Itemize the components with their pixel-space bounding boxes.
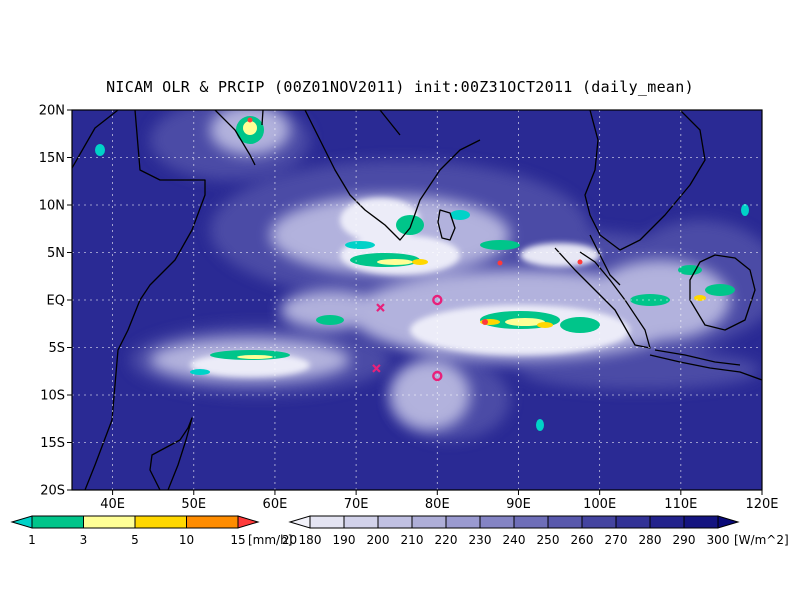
legend-label: 230 [469, 533, 492, 547]
india-coast [304, 110, 481, 241]
lat-tick-label: EQ [47, 294, 65, 309]
legend-label: 280 [639, 533, 662, 547]
lon-tick-label: 70E [344, 497, 369, 512]
legend-swatch [343, 515, 379, 529]
coastlines [72, 110, 762, 490]
legend-label: 190 [333, 533, 356, 547]
legend-swatch [649, 515, 685, 529]
legend-swatch [547, 515, 583, 529]
o-marker [432, 294, 443, 306]
sumatra-coast [554, 247, 651, 349]
legend-swatch [411, 515, 447, 529]
lat-tick-label: 10N [39, 199, 65, 214]
legend-right-arrow [717, 515, 740, 529]
legend-label: 1 [28, 533, 36, 547]
legend-label: 260 [571, 533, 594, 547]
indochina-coast [584, 110, 706, 251]
x-marker [376, 303, 385, 312]
legend-label: 290 [673, 533, 696, 547]
legend-left-arrow [10, 515, 33, 529]
gridlines [72, 110, 762, 490]
lat-axis: 20N 15N 10N 5N EQ 5S 10S 15S 20S [39, 104, 72, 499]
legend-label: 210 [401, 533, 424, 547]
java-coast [649, 349, 762, 381]
map-title: NICAM OLR & PRCIP (00Z01NOV2011) init:00… [106, 78, 694, 96]
legend-unit: [W/m^2] [734, 533, 789, 547]
precip-legend: 1 3 5 10 15 20[mm/h] [10, 515, 297, 547]
lon-tick-label: 80E [425, 497, 450, 512]
precip-field [95, 116, 749, 431]
legend-label: 180 [299, 533, 322, 547]
lon-tick-label: 40E [100, 497, 125, 512]
lon-tick-label: 120E [745, 497, 778, 512]
lat-tick-label: 15N [39, 151, 65, 166]
legend-right-arrow [237, 515, 260, 529]
lon-tick-label: 60E [263, 497, 288, 512]
legend-swatch [683, 515, 719, 529]
precip-light [95, 144, 749, 431]
legend-swatch [83, 515, 136, 529]
lon-tick-label: 100E [583, 497, 616, 512]
legend-swatch [31, 515, 84, 529]
lat-tick-label: 20N [39, 104, 65, 119]
legend-label: 20 [282, 533, 297, 547]
legend-unit: [mm/h] [248, 533, 292, 547]
olr-field [72, 110, 762, 490]
legend-swatch [479, 515, 515, 529]
lon-tick-label: 50E [181, 497, 206, 512]
malay-peninsula-coast [589, 234, 621, 286]
legend-label: 3 [80, 533, 88, 547]
legend-swatch [581, 515, 617, 529]
legend-swatch [513, 515, 549, 529]
olr-legend: 180 190 200 210 220 230 240 250 260 270 280 290 300 [… [288, 515, 789, 547]
legend-label: 250 [537, 533, 560, 547]
legend-label: 270 [605, 533, 628, 547]
legend-label: 200 [367, 533, 390, 547]
legend-label: 5 [131, 533, 139, 547]
lat-tick-label: 20S [40, 484, 65, 499]
borneo-coast [689, 254, 756, 331]
markers [372, 294, 443, 382]
lon-tick-label: 90E [506, 497, 531, 512]
legend-label: 300 [707, 533, 730, 547]
legend-swatch [309, 515, 345, 529]
legend-swatch [445, 515, 481, 529]
legend-swatch [186, 515, 239, 529]
lat-tick-label: 5N [47, 246, 65, 261]
o-marker [432, 370, 443, 382]
legend-label: 15 [230, 533, 245, 547]
legend-label: 220 [435, 533, 458, 547]
legend-label: 240 [503, 533, 526, 547]
madagascar-coast [149, 417, 193, 490]
lon-axis: 40E 50E 60E 70E 80E 90E 100E 110E 120E [100, 490, 779, 512]
legend-left-arrow [288, 515, 311, 529]
x-marker [372, 364, 381, 373]
legend-swatch [134, 515, 187, 529]
precip-extreme [247, 117, 583, 325]
lon-tick-label: 110E [664, 497, 697, 512]
srilanka-coast [437, 209, 456, 241]
legend-swatch [615, 515, 651, 529]
lat-tick-label: 15S [40, 436, 65, 451]
lat-gridlines [72, 157, 762, 443]
precip-heavy [412, 259, 706, 328]
legend-swatch [377, 515, 413, 529]
precip-yellow-light [237, 121, 545, 359]
legend-label: 10 [179, 533, 194, 547]
lat-tick-label: 10S [40, 389, 65, 404]
lat-tick-label: 5S [48, 341, 65, 356]
arabia-coast [214, 110, 264, 166]
africa-coast [72, 110, 206, 490]
